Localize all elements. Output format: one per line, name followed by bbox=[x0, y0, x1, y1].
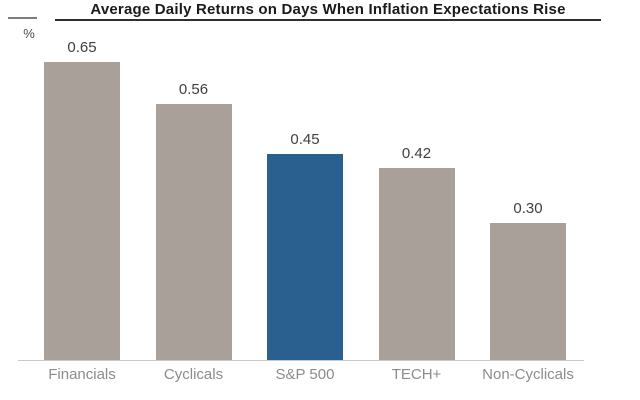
bar-non-cyclicals bbox=[490, 223, 566, 360]
x-axis-category-label: Non-Cyclicals bbox=[482, 366, 574, 383]
x-axis-category-label: Financials bbox=[48, 366, 116, 383]
x-axis-category-label: TECH+ bbox=[391, 366, 442, 383]
bar-value-label: 0.65 bbox=[67, 39, 97, 56]
bar-value-label: 0.45 bbox=[290, 131, 320, 148]
bar-tech- bbox=[378, 168, 455, 360]
bar-financials bbox=[44, 62, 120, 360]
y-axis-unit-label: % bbox=[23, 26, 35, 41]
bar-cyclicals bbox=[155, 104, 232, 360]
x-axis-category-label: S&P 500 bbox=[275, 366, 335, 383]
x-axis-line bbox=[18, 360, 584, 361]
top-left-tick-line bbox=[8, 17, 37, 19]
x-axis-category-label: Cyclicals bbox=[163, 366, 224, 383]
bar-value-label: 0.42 bbox=[401, 145, 432, 162]
chart-title: Average Daily Returns on Days When Infla… bbox=[55, 1, 601, 21]
bar-value-label: 0.56 bbox=[178, 81, 209, 98]
bar-s-p-500 bbox=[267, 154, 343, 360]
bar-value-label: 0.30 bbox=[513, 200, 543, 217]
